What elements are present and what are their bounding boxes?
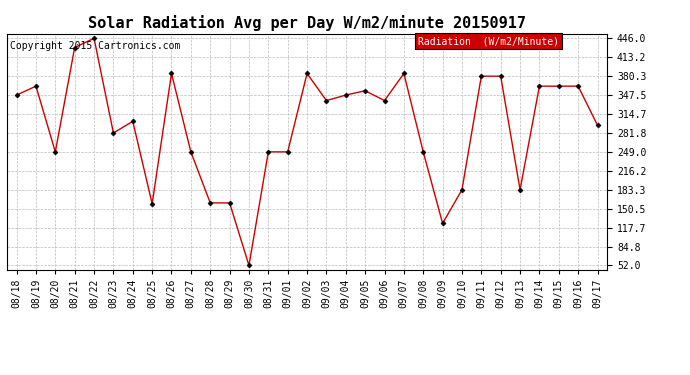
Text: Radiation  (W/m2/Minute): Radiation (W/m2/Minute) xyxy=(418,36,559,46)
Title: Solar Radiation Avg per Day W/m2/minute 20150917: Solar Radiation Avg per Day W/m2/minute … xyxy=(88,15,526,31)
Text: Copyright 2015 Cartronics.com: Copyright 2015 Cartronics.com xyxy=(10,41,180,51)
